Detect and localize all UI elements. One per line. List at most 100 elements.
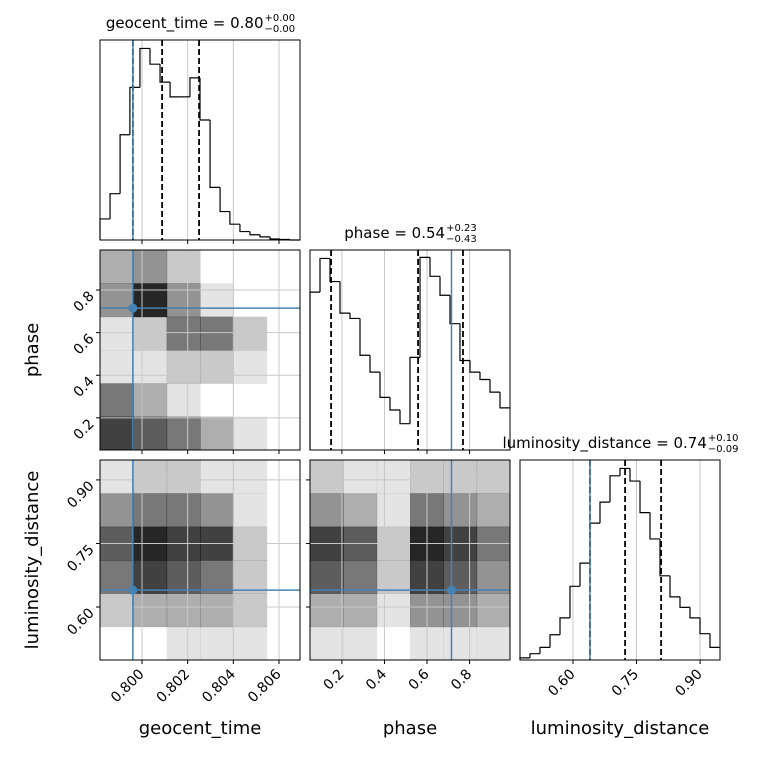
density-cell [166, 593, 201, 628]
density-cell [267, 460, 301, 494]
density-cell [343, 493, 378, 528]
x-tick-label: 0.804 [199, 666, 239, 706]
x-tick-label: 0.806 [245, 666, 285, 706]
density-cell [233, 316, 268, 351]
density-cell [100, 627, 134, 661]
density-cell [166, 626, 201, 661]
density-cell [200, 383, 234, 417]
histogram-bin [309, 291, 320, 450]
histogram-bin [259, 234, 271, 238]
y-axis-label: luminosity_distance [22, 471, 43, 650]
density-cell [133, 560, 168, 594]
histogram-bin [229, 211, 240, 225]
density-cell [166, 460, 201, 494]
panel: phase = 0.54 +0.23−0.43 [309, 223, 511, 454]
density-cell [443, 593, 478, 628]
histogram-bin [609, 475, 620, 503]
truth-point [128, 585, 138, 595]
density-cell [200, 350, 234, 384]
density-cell [376, 460, 411, 494]
x-tick-label: 0.60 [545, 666, 578, 699]
histogram-bin [489, 379, 500, 393]
density-cell [310, 460, 344, 494]
x-tick-label: 0.800 [108, 666, 148, 706]
density-cell [233, 416, 268, 451]
panel: 0.2 0.4 0.6 0.8 phase [22, 249, 301, 454]
histogram-bin [559, 617, 570, 635]
histogram-bin [569, 585, 580, 618]
y-tick-label: 0.90 [64, 478, 97, 511]
y-tick-label: 0.4 [71, 374, 98, 401]
histogram-bin [189, 77, 200, 97]
density-cell [233, 250, 267, 284]
density-cell [133, 283, 168, 318]
density-cell [476, 460, 511, 494]
density-cell [166, 560, 201, 594]
density-cell [233, 460, 268, 494]
density-cell [343, 460, 378, 494]
title-plus: +0.23 [446, 223, 477, 234]
histogram-bin [439, 276, 450, 296]
density-cell [200, 416, 234, 451]
y-tick-label: 0.75 [64, 542, 97, 575]
histogram-bin [469, 360, 480, 373]
histogram-bin [149, 48, 161, 65]
density-cell [133, 627, 167, 661]
panel-frame [519, 459, 721, 661]
panel-title: geocent_time = 0.80 [106, 14, 264, 33]
density-cell [166, 416, 201, 451]
histogram-bin [129, 86, 140, 135]
panel: geocent_time = 0.80 +0.00−0.00 [99, 13, 301, 244]
density-cell [476, 593, 511, 628]
title-minus: −0.00 [265, 24, 296, 35]
density-cell [310, 560, 344, 594]
density-cell [376, 560, 411, 594]
histogram-bin [679, 596, 690, 608]
histogram-bin [99, 218, 111, 240]
histogram-bin [389, 397, 400, 411]
title-minus: −0.43 [446, 234, 477, 245]
density-cell [166, 316, 201, 351]
panel-frame [309, 459, 511, 661]
density-cell [166, 250, 201, 284]
histogram-bin [169, 82, 180, 98]
histogram-bin [359, 318, 370, 356]
density-cell [100, 316, 134, 351]
panel-frame [99, 39, 301, 241]
density-cell [200, 316, 234, 351]
histogram-bin [499, 392, 510, 409]
histogram-bin [249, 231, 261, 236]
panel-title: luminosity_distance = 0.74 [502, 434, 706, 453]
density-cell [310, 493, 344, 528]
density-cell [476, 493, 511, 528]
x-axis-label: luminosity_distance [531, 718, 710, 739]
density-cell [233, 350, 268, 384]
x-tick-label: 0.2 [321, 666, 348, 693]
density-cell [443, 493, 478, 528]
histogram-bin [549, 634, 560, 648]
density-cell [200, 593, 234, 628]
density-cell [443, 460, 478, 494]
density-cell [133, 493, 168, 528]
histogram-bin [449, 295, 460, 325]
histogram-bin [429, 257, 440, 277]
histogram-bin [349, 313, 360, 320]
density-cell [267, 283, 301, 317]
density-cell [133, 416, 168, 451]
density-cell [343, 593, 378, 628]
histogram-bin [539, 646, 550, 654]
density-cell [233, 383, 267, 417]
density-cell [267, 593, 301, 627]
density-cell [133, 250, 168, 284]
y-tick-label: 0.60 [64, 605, 97, 638]
density-cell [310, 626, 344, 661]
density-cell [200, 626, 234, 661]
histogram-bin [159, 64, 171, 83]
histogram-bin [709, 633, 720, 648]
histogram-bin [139, 47, 150, 88]
density-cell [100, 560, 134, 594]
panel: 0.2 0.4 0.6 0.8 phase [306, 459, 511, 739]
histogram-bin [419, 256, 430, 358]
histogram-bin [279, 238, 290, 241]
y-axis-label: phase [22, 323, 43, 377]
